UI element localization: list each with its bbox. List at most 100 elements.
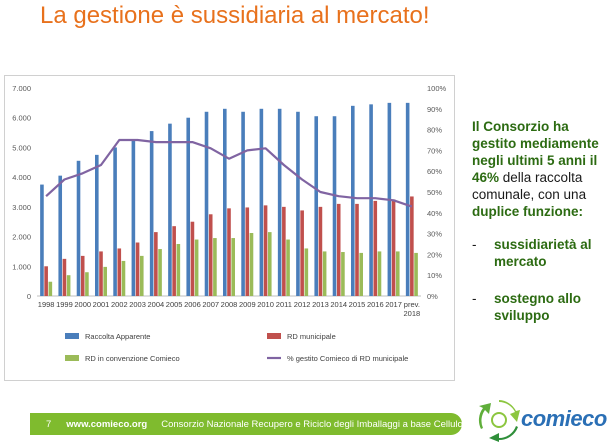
y-right-tick-label: 100%	[427, 84, 447, 93]
bar	[58, 175, 63, 296]
bar	[149, 131, 154, 296]
x-tick-label: 2012	[294, 300, 311, 309]
y-right-tick-label: 40%	[427, 209, 442, 218]
bar	[186, 117, 191, 296]
bar	[80, 255, 85, 296]
bar	[300, 210, 304, 296]
bar	[245, 207, 250, 296]
legend-swatch	[65, 333, 79, 339]
bar	[117, 248, 122, 296]
bar	[282, 206, 286, 296]
bar	[168, 123, 172, 297]
bar	[66, 275, 71, 296]
x-tick-label: 2006	[184, 300, 201, 309]
x-tick-label: 2002	[111, 300, 128, 309]
bar	[62, 258, 67, 296]
bar	[103, 266, 107, 296]
footer-bar: 7 www.comieco.org Consorzio Nazionale Re…	[30, 413, 480, 435]
bar	[113, 147, 117, 296]
x-tick-label: prev. 2018	[404, 300, 421, 318]
bar	[259, 108, 264, 296]
y-right-tick-label: 10%	[427, 271, 442, 280]
bar	[85, 272, 89, 296]
footer-url-link[interactable]: www.comieco.org	[66, 418, 148, 430]
page-number: 7	[46, 418, 52, 430]
x-tick-label: 2004	[148, 300, 165, 309]
y-right-tick-label: 80%	[427, 126, 442, 135]
x-tick-label: 2014	[330, 300, 347, 309]
y-left-tick-label: 0	[27, 292, 31, 301]
chart-svg: 0 1.000 2.000 3.000 4.000 5.000 6.000 7.000 0% 10…	[12, 84, 447, 363]
bullet-item: - sostegno allo sviluppo	[472, 290, 604, 324]
bar	[204, 111, 209, 296]
x-tick-label: 2000	[74, 300, 91, 309]
bar	[410, 196, 414, 296]
y-left-tick-label: 6.000	[12, 114, 31, 123]
bar	[231, 238, 235, 296]
x-tick-label: 2017	[385, 300, 402, 309]
bar	[296, 111, 300, 296]
y-left-tick-label: 7.000	[12, 84, 31, 93]
bar	[322, 251, 327, 296]
bar	[99, 251, 103, 296]
bar	[76, 160, 81, 296]
bar	[414, 252, 418, 296]
side-paragraph: Il Consorzio ha gestito mediamente negli…	[472, 118, 604, 220]
bar	[158, 249, 162, 296]
y-right-tick-label: 90%	[427, 105, 442, 114]
y-left-tick-label: 4.000	[12, 173, 31, 182]
bullet-text: sussidiarietà al mercato	[494, 237, 592, 269]
side-text-middle: della raccolta comunale, con una	[472, 170, 587, 202]
x-tick-label: 1999	[56, 300, 73, 309]
bar	[373, 200, 378, 296]
bar	[318, 206, 323, 296]
bar	[241, 111, 245, 296]
legend-label: RD municipale	[287, 332, 336, 341]
bar	[263, 205, 268, 296]
bar	[172, 226, 176, 296]
bar	[304, 248, 309, 296]
bullet-text: sostegno allo sviluppo	[494, 291, 582, 323]
bullet-item: - sussidiarietà al mercato	[472, 236, 604, 270]
bullet-list: - sussidiarietà al mercato - sostegno allo…	[472, 236, 604, 324]
y-right-tick-label: 30%	[427, 230, 442, 239]
bar	[121, 260, 126, 296]
x-tick-label: 2007	[202, 300, 219, 309]
side-text: Il Consorzio ha gestito mediamente negli…	[472, 118, 604, 344]
legend-label: RD in convenzione Comieco	[85, 354, 180, 363]
x-tick-label: 2010	[257, 300, 274, 309]
x-tick-label: 2009	[239, 300, 256, 309]
bar	[154, 232, 158, 296]
x-tick-label: 2013	[312, 300, 329, 309]
bar	[341, 252, 345, 296]
chart: 0 1.000 2.000 3.000 4.000 5.000 6.000 7.000 0% 10…	[4, 75, 455, 381]
legend-swatch	[267, 333, 281, 339]
legend-label: % gestito Comieco di RD municipale	[287, 354, 408, 363]
x-tick-label: 2003	[129, 300, 146, 309]
legend-label: Raccolta Apparente	[85, 332, 150, 341]
bar	[213, 238, 217, 296]
bar	[48, 281, 53, 296]
y-left-tick-label: 1.000	[12, 262, 31, 271]
side-text-tail: duplice funzione:	[472, 204, 583, 219]
legend-swatch	[65, 355, 79, 361]
bar	[377, 251, 382, 296]
bar	[351, 105, 355, 296]
side-text-percent: 46%	[472, 170, 500, 185]
x-tick-label: 2008	[221, 300, 238, 309]
y-right-tick-label: 60%	[427, 167, 442, 176]
bar	[139, 255, 144, 296]
bar	[395, 251, 400, 296]
recycle-arrows-icon	[478, 400, 520, 442]
bar	[277, 108, 282, 296]
bar	[227, 208, 231, 296]
logo-wordmark: comieco	[521, 406, 607, 431]
y-left-tick-label: 5.000	[12, 143, 31, 152]
bar	[355, 203, 359, 296]
comieco-logo: comieco	[477, 398, 607, 442]
x-tick-label: 2001	[93, 300, 110, 309]
side-text-lead: Il Consorzio ha gestito mediamente negli…	[472, 119, 599, 168]
bar	[336, 203, 341, 296]
x-tick-label: 1998	[38, 300, 55, 309]
bar	[249, 233, 254, 296]
